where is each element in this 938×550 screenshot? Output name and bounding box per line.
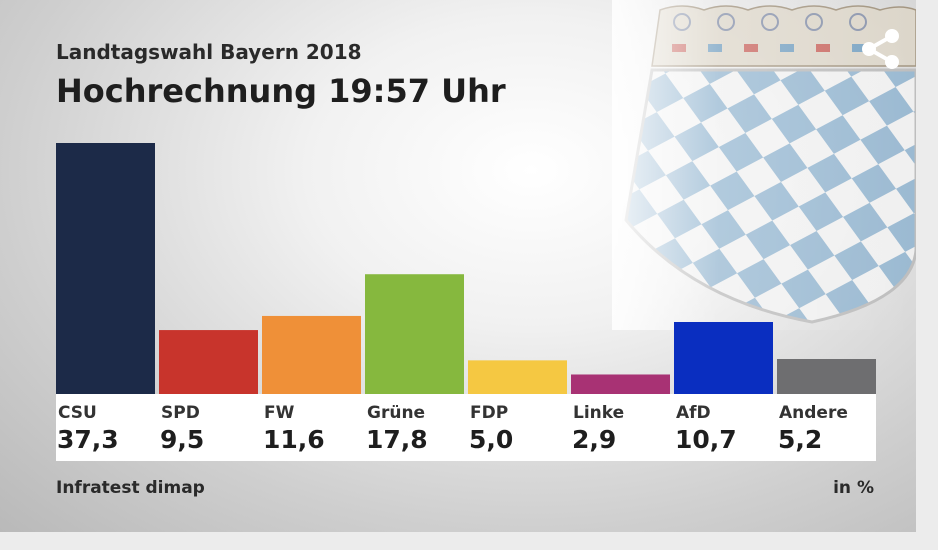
category-label: SPD	[161, 403, 200, 423]
value-label: 37,3	[57, 425, 119, 454]
coat-of-arms-emblem	[612, 0, 916, 330]
value-label: 11,6	[263, 425, 325, 454]
bar-chart	[56, 143, 876, 394]
share-icon[interactable]	[856, 24, 906, 74]
value-label: 10,7	[675, 425, 737, 454]
chart-supertitle: Landtagswahl Bayern 2018	[56, 40, 362, 64]
value-label: 5,2	[778, 425, 823, 454]
value-label: 2,9	[572, 425, 617, 454]
bar-spd	[159, 330, 258, 394]
source-label: Infratest dimap	[56, 478, 205, 498]
bar-fw	[262, 315, 361, 394]
unit-label: in %	[833, 478, 874, 498]
category-label: Grüne	[367, 403, 426, 423]
bar-linke	[571, 374, 670, 394]
label-band	[56, 394, 876, 461]
category-label: FDP	[470, 403, 509, 423]
category-label: FW	[264, 403, 295, 423]
category-label: AfD	[676, 403, 711, 423]
bar-andere	[777, 359, 876, 394]
bar-fdp	[468, 360, 567, 394]
bar-grüne	[365, 274, 464, 394]
bar-csu	[56, 143, 155, 394]
category-label: Andere	[779, 403, 848, 423]
chart-title: Hochrechnung 19:57 Uhr	[56, 72, 506, 110]
value-label: 9,5	[160, 425, 205, 454]
category-label: CSU	[58, 403, 97, 423]
bar-afd	[674, 321, 773, 394]
value-label: 17,8	[366, 425, 428, 454]
value-label: 5,0	[469, 425, 514, 454]
chart-card: Landtagswahl Bayern 2018 Hochrechnung 19…	[0, 0, 916, 532]
category-label: Linke	[573, 403, 625, 423]
